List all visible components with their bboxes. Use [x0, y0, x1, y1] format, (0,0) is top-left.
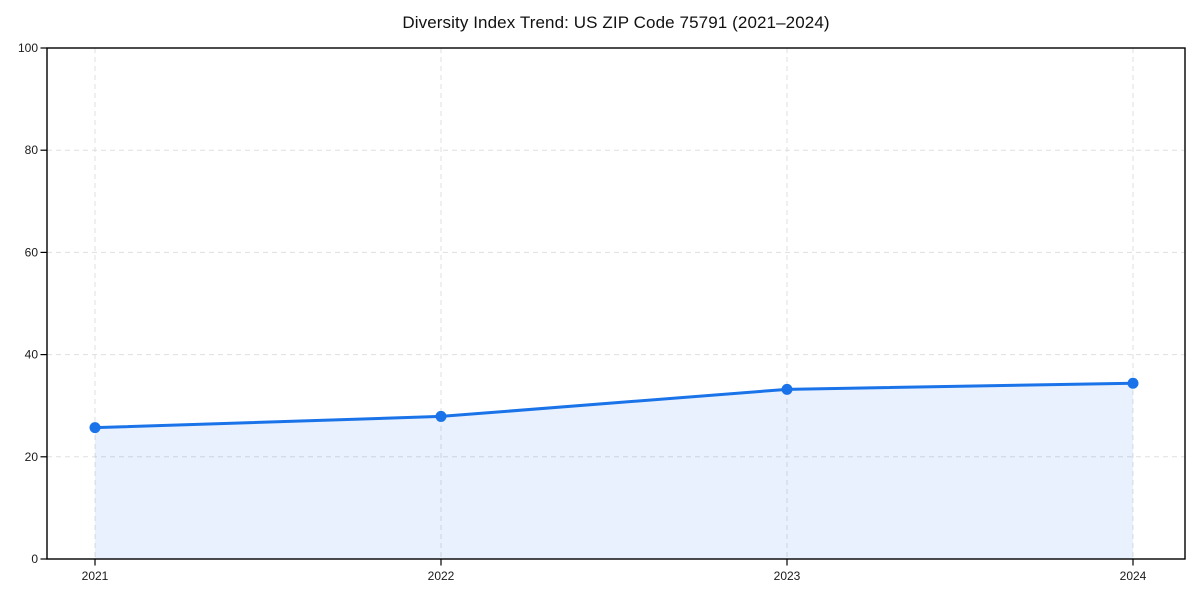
data-point [435, 410, 447, 422]
x-tick-label: 2023 [774, 569, 801, 583]
plot-border [46, 47, 1186, 560]
x-tick-label: 2021 [82, 569, 109, 583]
data-point [89, 422, 101, 434]
y-tick-label: 40 [25, 348, 39, 362]
y-tick-label: 0 [31, 552, 38, 566]
tick-marks [40, 47, 1134, 566]
y-tick-labels: 0 20 40 60 80 100 [18, 41, 38, 566]
y-tick-label: 20 [25, 450, 39, 464]
trend-line [93, 381, 1135, 430]
data-points [89, 377, 1139, 434]
line-path [93, 381, 1135, 430]
area-fill [95, 383, 1133, 559]
data-point [1127, 377, 1139, 389]
area-path [95, 383, 1133, 559]
axes-box [46, 47, 1186, 560]
chart-title: Diversity Index Trend: US ZIP Code 75791… [402, 13, 830, 32]
y-tick-label: 60 [25, 245, 39, 259]
gridlines [47, 48, 1185, 559]
data-point [781, 383, 793, 395]
x-tick-label: 2024 [1120, 569, 1147, 583]
x-tick-labels: 2021 2022 2023 2024 [82, 569, 1147, 583]
y-tick-label: 80 [25, 143, 39, 157]
y-tick-label: 100 [18, 41, 38, 55]
x-tick-label: 2022 [428, 569, 455, 583]
